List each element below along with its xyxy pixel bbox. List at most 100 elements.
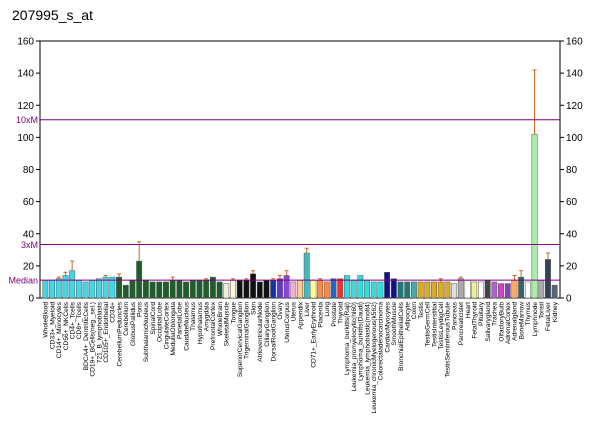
bar — [357, 275, 364, 299]
bar — [303, 252, 310, 299]
bar — [370, 281, 377, 299]
x-tick-label: Appendix — [297, 301, 304, 329]
bar — [330, 278, 337, 299]
bar — [310, 280, 317, 299]
x-tick-label: UterusCorpus — [284, 301, 291, 342]
x-tick-label: Pituitary — [478, 301, 485, 326]
bar — [122, 284, 129, 299]
bar — [209, 276, 216, 299]
x-tick-label: AdrenalCortex — [505, 301, 512, 344]
y-tick-label: 140 — [17, 69, 34, 80]
bar — [283, 275, 290, 299]
y-tick-label: 60 — [23, 197, 35, 208]
bar — [471, 281, 478, 299]
bar — [531, 133, 538, 299]
x-tick-label: ParietalLobe — [177, 302, 184, 339]
y-tick-label: 80 — [23, 165, 35, 176]
x-tick-label: PancreaticIslet — [458, 302, 465, 345]
bar — [545, 259, 551, 299]
x-tick-label: CingulateCortex — [163, 301, 170, 349]
x-tick-label: Pancreas — [451, 301, 458, 330]
x-tick-label: TestisSeminiferousTubule — [445, 302, 452, 378]
bar — [397, 281, 404, 299]
x-tick-label: CardiacMyocytes — [384, 301, 391, 352]
bar — [96, 278, 102, 299]
x-tick-label: Adrenalgland — [512, 302, 519, 341]
x-tick-label: Adipocyte — [405, 302, 412, 331]
bar — [424, 281, 431, 299]
bar — [82, 281, 89, 299]
bar — [216, 281, 223, 299]
x-tick-label: Heart — [465, 302, 472, 318]
bar — [498, 283, 504, 299]
bar — [511, 280, 518, 299]
reference-label: 3xM — [21, 240, 38, 250]
bar — [478, 281, 484, 299]
reference-label: 10xM — [16, 115, 38, 125]
bar — [62, 275, 69, 299]
bar — [156, 281, 163, 299]
x-tick-label: SkeletalMuscle — [224, 302, 231, 347]
y2-tick-label: 60 — [566, 197, 578, 208]
x-tick-label: Trachea — [492, 302, 499, 326]
bar — [89, 280, 96, 299]
bar — [504, 283, 511, 299]
x-tick-label: Salivarygland — [485, 302, 492, 342]
x-tick-label: WholeBlood — [43, 302, 50, 338]
bar — [250, 273, 257, 299]
x-tick-label: Thyroid — [338, 302, 345, 324]
x-tick-label: BronchialEpithelialCells — [398, 301, 405, 371]
x-tick-label: MedullaOblongata — [170, 302, 177, 356]
x-tick-label: Testis — [418, 301, 425, 319]
x-tick-label: Amygdala — [203, 302, 210, 332]
x-tick-label: WholeBrain — [217, 302, 224, 336]
x-tick-label: SubthalamicNucleus — [143, 301, 150, 362]
reference-label: Median — [8, 276, 38, 286]
x-tick-label: Thalamus — [190, 301, 197, 331]
x-tick-label: Ovary — [277, 301, 284, 319]
x-tick-label: CD8+_Tcells — [76, 301, 83, 339]
x-tick-label: CD14+_Monocytes — [56, 301, 63, 358]
y2-tick-label: 100 — [566, 133, 583, 144]
bar — [276, 278, 283, 299]
x-tick-label: SmoothMuscle — [391, 302, 398, 346]
x-tick-label: FetalThyroid — [472, 302, 479, 339]
bar — [317, 280, 324, 299]
bar — [136, 260, 143, 299]
y-tick-label: 120 — [17, 101, 34, 112]
bar — [437, 281, 444, 299]
bar — [55, 278, 62, 299]
x-tick-label: SuperiorCervicalGanglion — [237, 302, 244, 377]
y-tick-label: 40 — [23, 229, 35, 240]
y2-tick-label: 160 — [566, 37, 583, 48]
bar — [337, 278, 344, 299]
bar — [524, 281, 531, 299]
bar — [176, 280, 183, 299]
x-tick-label: 721_B_lymphoblasts — [96, 301, 103, 363]
x-tick-label: Lymphoma_burkitts(Raji) — [344, 302, 351, 375]
bar — [444, 281, 451, 299]
bar — [457, 278, 464, 299]
bar — [189, 280, 196, 299]
bar — [169, 280, 176, 299]
x-tick-label: FetalLiver — [545, 301, 552, 331]
bar — [417, 281, 424, 299]
bar — [42, 280, 49, 299]
x-tick-label: BDCA4+_DentriticCells — [83, 301, 90, 370]
x-tick-label: Liver — [304, 301, 311, 316]
y2-tick-label: 140 — [566, 69, 583, 80]
bar — [196, 280, 203, 299]
bar — [203, 280, 210, 299]
x-tick-label: Pons — [136, 301, 143, 317]
bar — [236, 280, 243, 299]
bar — [404, 281, 411, 299]
y2-tick-label: 120 — [566, 101, 583, 112]
x-tick-label: SpinalCord — [150, 302, 157, 335]
bar — [270, 280, 277, 299]
x-tick-label: CD34+ — [110, 302, 117, 323]
x-tick-label: Prostate — [331, 302, 338, 327]
x-tick-label: Tonsil — [539, 301, 546, 318]
x-tick-label: GlobusPallidus — [130, 301, 137, 346]
bar — [491, 281, 498, 299]
bar — [384, 272, 391, 299]
